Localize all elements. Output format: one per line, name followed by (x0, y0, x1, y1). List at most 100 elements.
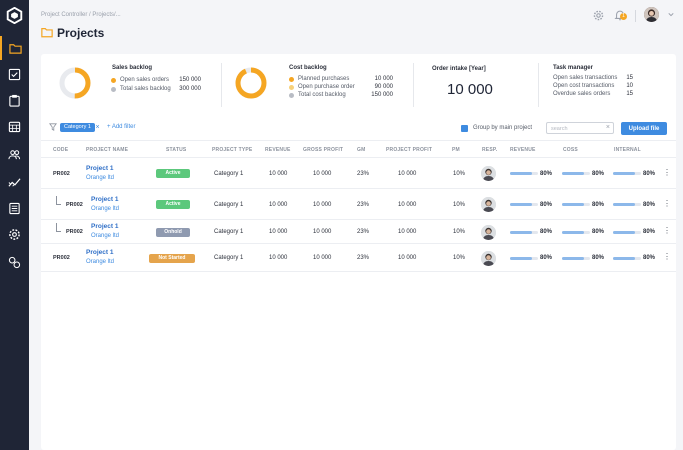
page-title: Projects (57, 26, 105, 40)
add-filter-link[interactable]: + Add filter (107, 124, 136, 130)
project-name-link[interactable]: Project 1 (86, 249, 114, 256)
header-project-type[interactable]: PROJECT TYPE (212, 147, 253, 153)
revenue-value: 10 000 (269, 255, 288, 261)
table-row[interactable]: PR002 Project 1 Orange ltd Active Catego… (41, 189, 676, 220)
costs-progress-bar (562, 256, 590, 260)
nav-currency[interactable] (0, 250, 29, 274)
folder-icon (9, 43, 22, 54)
folder-icon (41, 28, 53, 38)
revenue-progress-pct: 80% (540, 170, 553, 177)
header-pm[interactable]: PM (452, 147, 460, 153)
customer-link[interactable]: Orange ltd (86, 259, 115, 265)
header-gross-profit[interactable]: GROSS PROFIT (303, 147, 344, 153)
header-costs[interactable]: COSS (563, 147, 578, 153)
kpi-divider (413, 63, 414, 107)
chevron-down-icon[interactable] (668, 12, 674, 17)
project-profit-value: 10 000 (398, 255, 417, 261)
row-menu-icon[interactable]: ⋮ (663, 167, 671, 177)
task-line-label: Open cost transactions (553, 83, 615, 89)
nav-calendar[interactable] (0, 114, 29, 138)
order-intake-title: Order intake [Year] (432, 66, 486, 72)
upload-file-button[interactable]: Upload file (621, 122, 667, 135)
nav-projects[interactable] (0, 36, 29, 60)
internal-progress-pct: 80% (643, 255, 656, 261)
trend-icon (8, 177, 21, 187)
project-type: Category 1 (214, 201, 244, 208)
header-gm[interactable]: GM (357, 147, 366, 153)
project-type: Category 1 (214, 170, 244, 177)
customer-link[interactable]: Orange ltd (86, 174, 115, 181)
customer-link[interactable]: Orange ltd (91, 233, 120, 239)
internal-progress-bar (613, 230, 641, 234)
row-menu-icon[interactable]: ⋮ (663, 198, 671, 208)
person-avatar-icon (481, 250, 496, 266)
search-input[interactable] (551, 124, 599, 133)
project-code: PR002 (53, 170, 70, 177)
close-icon[interactable]: × (95, 124, 100, 131)
main-card: Sales backlog Open sales orders 150 000 … (41, 54, 676, 450)
status-badge: Active (156, 169, 190, 178)
project-name-link[interactable]: Project 1 (91, 195, 119, 203)
task-line-value: 10 (626, 83, 633, 89)
header-status[interactable]: STATUS (166, 147, 187, 153)
filter-icon[interactable] (49, 123, 57, 131)
order-intake-value: 10 000 (447, 81, 493, 98)
nav-analytics[interactable] (0, 170, 29, 194)
cost-line-label: Open purchase order (298, 84, 355, 90)
header-resp[interactable]: RESP. (482, 147, 498, 153)
pm-value: 10% (453, 255, 466, 261)
table-row[interactable]: PR002 Project 1 Orange ltd Onhold Catego… (41, 220, 676, 244)
project-type: Category 1 (214, 255, 244, 261)
app-logo-icon[interactable] (6, 7, 23, 24)
nav-clipboard[interactable] (0, 88, 29, 112)
clipboard-icon (9, 94, 20, 107)
gm-value: 23% (357, 229, 370, 235)
costs-progress-pct: 80% (592, 170, 605, 177)
group-by-checkbox[interactable] (461, 125, 468, 132)
project-name-link[interactable]: Project 1 (86, 164, 114, 172)
header-internal[interactable]: INTERNAL (614, 147, 641, 153)
responsible-avatar[interactable] (481, 197, 496, 212)
task-line-label: Overdue sales orders (553, 91, 611, 97)
project-code: PR002 (66, 229, 83, 235)
header-revenue-progress[interactable]: REVENUE (510, 147, 536, 153)
filter-chip[interactable]: Category 1 (60, 123, 95, 132)
clear-search-icon[interactable]: × (605, 124, 610, 131)
nav-documents[interactable] (0, 196, 29, 220)
cost-line-value: 150 000 (371, 92, 393, 98)
header-project-profit[interactable]: PROJECT PROFIT (386, 147, 433, 153)
nav-tasks[interactable] (0, 62, 29, 86)
costs-progress-pct: 80% (592, 255, 605, 261)
checkbox-icon (8, 68, 21, 80)
project-code: PR002 (66, 201, 83, 208)
header-project-name[interactable]: PROJECT NAME (86, 147, 129, 153)
internal-progress-bar (613, 172, 641, 175)
nav-people[interactable] (0, 142, 29, 166)
internal-progress-bar (613, 203, 641, 206)
kpi-divider (221, 63, 222, 107)
project-name-link[interactable]: Project 1 (91, 223, 119, 230)
revenue-progress-fill (510, 256, 533, 260)
nav-settings[interactable] (0, 222, 29, 246)
costs-progress-fill (562, 203, 585, 206)
header-revenue[interactable]: REVENUE (265, 147, 291, 153)
cost-legend-dot (289, 93, 294, 98)
internal-progress-fill (613, 256, 636, 260)
responsible-avatar[interactable] (481, 224, 496, 240)
revenue-progress-fill (510, 172, 533, 175)
responsible-avatar[interactable] (481, 250, 496, 266)
table-row[interactable]: PR002 Project 1 Orange ltd Active Catego… (41, 158, 676, 189)
table-row[interactable]: PR002 Project 1 Orange ltd Not Started C… (41, 244, 676, 272)
sales-legend-dot (111, 87, 116, 92)
cost-legend-dot (289, 85, 294, 90)
row-menu-icon[interactable]: ⋮ (663, 252, 671, 261)
user-avatar[interactable] (644, 7, 659, 22)
header-code[interactable]: CODE (53, 147, 69, 153)
sales-legend-dot (111, 78, 116, 83)
breadcrumb[interactable]: Project Controller / Projects/... (41, 12, 121, 18)
responsible-avatar[interactable] (481, 166, 496, 181)
customer-link[interactable]: Orange ltd (91, 205, 120, 212)
row-menu-icon[interactable]: ⋮ (663, 226, 671, 235)
revenue-progress-bar (510, 172, 538, 175)
gear-icon[interactable] (593, 10, 604, 21)
